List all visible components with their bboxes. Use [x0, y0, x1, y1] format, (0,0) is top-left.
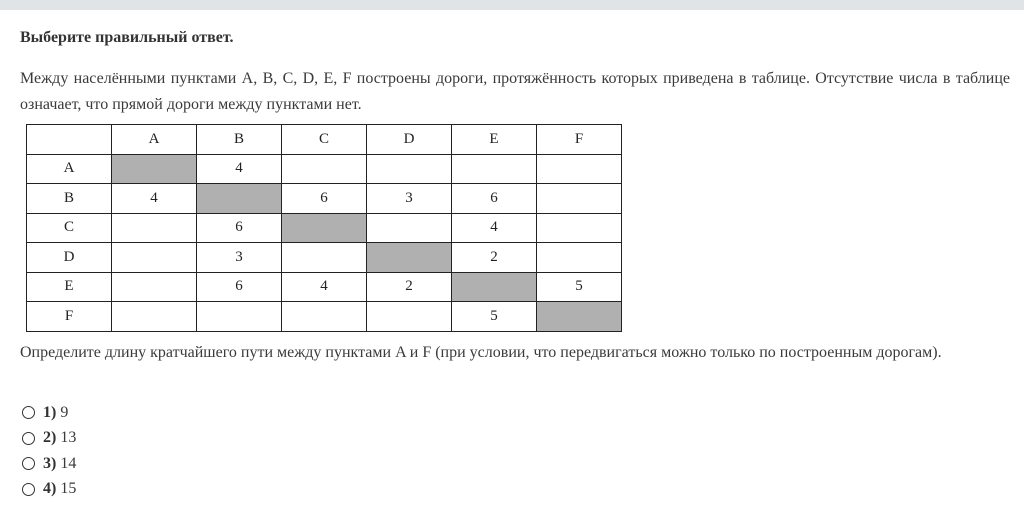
header-cell: C: [281, 124, 367, 155]
distance-cell: [196, 301, 282, 332]
answer-number: 4): [43, 480, 57, 498]
answer-number: 2): [43, 429, 57, 447]
table-row: D 3 2: [26, 242, 622, 273]
distance-cell: [111, 301, 197, 332]
row-label-cell: A: [26, 153, 112, 184]
header-cell: [26, 124, 112, 155]
distance-cell: 3: [196, 242, 282, 273]
diagonal-cell: [281, 212, 367, 243]
distance-cell: 5: [536, 271, 622, 302]
distance-cell: 3: [366, 183, 452, 214]
top-bar: [0, 0, 1024, 10]
distance-cell: [281, 301, 367, 332]
distance-cell: 6: [281, 183, 367, 214]
answer-option-1[interactable]: 1) 9: [22, 400, 76, 426]
row-label-cell: D: [26, 242, 112, 273]
answer-value: 15: [60, 480, 77, 498]
distance-cell: 5: [451, 301, 537, 332]
header-cell: D: [366, 124, 452, 155]
diagonal-cell: [196, 183, 282, 214]
distance-cell: 4: [281, 271, 367, 302]
header-cell: F: [536, 124, 622, 155]
radio-button[interactable]: [22, 406, 35, 420]
distance-cell: [366, 153, 452, 184]
distance-cell: 4: [111, 183, 197, 214]
answer-value: 9: [60, 403, 69, 421]
distance-cell: 4: [196, 153, 282, 184]
distance-cell: 2: [366, 271, 452, 302]
instruction-heading: Выберите правильный ответ.: [20, 29, 234, 46]
distance-cell: [111, 271, 197, 302]
diagonal-cell: [111, 153, 197, 184]
answer-option-3[interactable]: 3) 14: [22, 451, 76, 477]
distance-cell: [281, 153, 367, 184]
distance-cell: 6: [196, 271, 282, 302]
distance-cell: [281, 242, 367, 273]
radio-button[interactable]: [22, 457, 35, 471]
distance-cell: [366, 301, 452, 332]
distance-cell: 6: [196, 212, 282, 243]
distance-cell: [366, 212, 452, 243]
radio-button[interactable]: [22, 431, 35, 445]
header-cell: A: [111, 124, 197, 155]
distance-cell: 6: [451, 183, 537, 214]
problem-intro: Между населёнными пунктами A, B, C, D, E…: [20, 70, 1010, 113]
row-label-cell: B: [26, 183, 112, 214]
diagonal-cell: [451, 271, 537, 302]
table-row: C 6 4: [26, 212, 622, 243]
distance-cell: [451, 153, 537, 184]
header-cell: E: [451, 124, 537, 155]
row-label-cell: C: [26, 212, 112, 243]
question-text: Определите длину кратчайшего пути между …: [20, 344, 942, 361]
distance-cell: 4: [451, 212, 537, 243]
distance-cell: 2: [451, 242, 537, 273]
distance-cell: [536, 153, 622, 184]
distance-cell: [536, 212, 622, 243]
row-label-cell: F: [26, 301, 112, 332]
diagonal-cell: [536, 301, 622, 332]
answer-options: 1) 9 2) 13 3) 14 4) 15: [22, 400, 76, 502]
answer-number: 1): [43, 403, 57, 421]
diagonal-cell: [366, 242, 452, 273]
distance-cell: [536, 242, 622, 273]
distance-cell: [536, 183, 622, 214]
answer-value: 13: [60, 429, 77, 447]
distance-cell: [111, 242, 197, 273]
answer-option-2[interactable]: 2) 13: [22, 426, 76, 452]
answer-option-4[interactable]: 4) 15: [22, 477, 76, 503]
row-label-cell: E: [26, 271, 112, 302]
distance-cell: [111, 212, 197, 243]
radio-button[interactable]: [22, 482, 35, 496]
header-cell: B: [196, 124, 282, 155]
answer-value: 14: [60, 454, 77, 472]
answer-number: 3): [43, 454, 57, 472]
